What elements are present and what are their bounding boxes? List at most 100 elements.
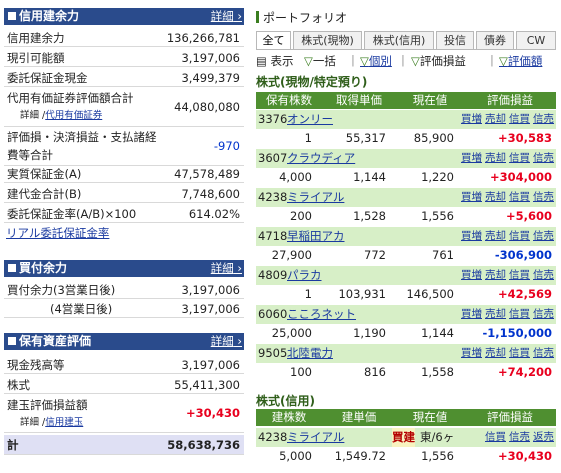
tab-cw[interactable]: CW	[516, 31, 556, 50]
margin-sell-link[interactable]: 信売	[533, 308, 554, 320]
stock-name-link[interactable]: こころネット	[287, 307, 356, 321]
margin-sell-link[interactable]: 信売	[533, 347, 554, 359]
sell-link[interactable]: 売却	[485, 230, 506, 242]
stock-name-link[interactable]: 北陸電力	[287, 346, 333, 360]
tab-all[interactable]: 全て	[256, 31, 291, 50]
margin-positions-link[interactable]: 信用建玉	[45, 417, 84, 428]
margin-capacity-title: 信用建余力	[19, 9, 80, 23]
stock-name-link[interactable]: ミライアル	[287, 430, 345, 444]
buy-more-link[interactable]: 買増	[461, 347, 482, 359]
detail-prefix: 詳細 /	[20, 110, 46, 121]
shares-value: 1	[304, 287, 312, 301]
amount-link[interactable]: ▽評価額	[499, 54, 543, 68]
stock-name-link[interactable]: ミライアル	[287, 190, 345, 204]
margin-sell-link[interactable]: 信売	[533, 230, 554, 242]
sell-link[interactable]: 売却	[485, 113, 506, 125]
margin-buy-link[interactable]: 信買	[509, 230, 530, 242]
tab-margin-stock[interactable]: 株式(信用)	[364, 31, 434, 50]
sell-link[interactable]: 売却	[485, 191, 506, 203]
eval-toggle[interactable]: ▽評価損益	[411, 53, 466, 69]
tab-cash-stock[interactable]: 株式(現物)	[293, 31, 362, 50]
margin-detail-link[interactable]: 詳細 ›	[210, 9, 242, 23]
close-position-link[interactable]: 返売	[533, 431, 554, 443]
buy-more-link[interactable]: 買増	[461, 269, 482, 281]
margin-buy-link[interactable]: 信買	[509, 347, 530, 359]
margin-row-head: 4238 ミライアル 買建 東/6ヶ 信買 信売 返売	[256, 428, 556, 447]
col-cost: 建単価	[341, 410, 377, 424]
stock-code: 4718	[258, 229, 288, 243]
buy-more-link[interactable]: 買増	[461, 230, 482, 242]
buy-more-link[interactable]: 買増	[461, 191, 482, 203]
shares-value: 200	[290, 209, 312, 223]
margin-sell-link[interactable]: 信売	[533, 113, 554, 125]
sell-link[interactable]: 売却	[485, 347, 506, 359]
shares-value: 100	[290, 365, 312, 379]
section-bar-icon	[256, 11, 259, 23]
col-price: 現在値	[412, 93, 448, 107]
price-value: 1,144	[421, 326, 454, 340]
sell-link[interactable]: 売却	[485, 152, 506, 164]
holding-row-head: 4238 ミライアル 買増 売却 信買 信売	[256, 188, 556, 207]
stock-code: 3607	[258, 151, 288, 165]
col-pl: 評価損益	[487, 93, 533, 107]
buying-power-detail-link[interactable]: 詳細 ›	[210, 261, 242, 275]
cost-value: 103,931	[338, 287, 386, 301]
price-value: 146,500	[406, 287, 454, 301]
margin-sell-link[interactable]: 信売	[533, 191, 554, 203]
row-value: +30,430	[185, 406, 240, 420]
margin-buy-link[interactable]: 信買	[509, 113, 530, 125]
individual-link[interactable]: ▽個別	[360, 54, 392, 68]
bulk-toggle[interactable]: ▽一括	[304, 53, 336, 69]
holding-row-values: 27,900 772 761 -306,900	[256, 246, 556, 265]
stock-name-link[interactable]: パラカ	[287, 268, 322, 282]
col-shares: 建株数	[271, 410, 307, 424]
sell-link[interactable]: 売却	[485, 269, 506, 281]
row-label: 建玉評価損益額	[7, 398, 88, 412]
market-term: 東/6ヶ	[420, 430, 455, 444]
asset-row: 株式 55,411,300	[4, 376, 244, 394]
buy-more-link[interactable]: 買増	[461, 113, 482, 125]
asset-row: 建玉評価損益額 +30,430 詳細 /信用建玉	[4, 396, 244, 433]
tab-funds[interactable]: 投信	[436, 31, 474, 50]
margin-capacity-header: 信用建余力 詳細 ›	[4, 8, 244, 25]
row-label: 代用有価証券評価額合計	[7, 91, 134, 105]
margin-sell-link[interactable]: 信売	[533, 269, 554, 281]
margin-sell-link[interactable]: 信売	[533, 152, 554, 164]
asset-total-row: 計 58,638,736	[4, 435, 244, 455]
buy-more-link[interactable]: 買増	[461, 308, 482, 320]
asset-row: 現金残高等 3,197,006	[4, 356, 244, 374]
margin-buy-link[interactable]: 信買	[509, 269, 530, 281]
row-value: 3,197,006	[181, 302, 240, 316]
asset-valuation-header: 保有資産評価 詳細 ›	[4, 333, 244, 350]
holding-row-head: 3376 オンリー 買増 売却 信買 信売	[256, 110, 556, 129]
row-label: 実質保証金(A)	[7, 167, 82, 181]
sell-link[interactable]: 売却	[485, 308, 506, 320]
asset-detail-link[interactable]: 詳細 ›	[210, 334, 242, 348]
stock-name-link[interactable]: 早稲田アカ	[287, 229, 345, 243]
margin-buy-link[interactable]: 信買	[509, 308, 530, 320]
margin-buy-link[interactable]: 信買	[485, 431, 506, 443]
holding-actions: 買増 売却 信買 信売	[458, 188, 554, 207]
stock-name-link[interactable]: オンリー	[287, 112, 333, 126]
shares-value: 1	[304, 131, 312, 145]
cost-value: 1,144	[353, 170, 386, 184]
margin-row: 信用建余力 136,266,781	[4, 29, 244, 47]
margin-sell-link[interactable]: 信売	[509, 431, 530, 443]
tab-underline	[256, 49, 556, 50]
real-margin-ratio-link[interactable]: リアル委託保証金率	[6, 226, 110, 240]
collateral-securities-link[interactable]: 代用有価証券	[45, 110, 103, 121]
margin-row: 委託保証金現金 3,499,379	[4, 69, 244, 87]
buy-more-link[interactable]: 買増	[461, 152, 482, 164]
cost-value: 1,528	[353, 209, 386, 223]
margin-buy-link[interactable]: 信買	[509, 191, 530, 203]
tab-bonds[interactable]: 債券	[476, 31, 514, 50]
holding-actions: 買増 売却 信買 信売	[458, 344, 554, 363]
margin-buy-link[interactable]: 信買	[509, 152, 530, 164]
holding-actions: 買増 売却 信買 信売	[458, 110, 554, 129]
buying-power-title: 買付余力	[19, 261, 68, 275]
pl-value: -306,900	[494, 248, 552, 262]
holding-actions: 買増 売却 信買 信売	[458, 227, 554, 246]
margin-row: 現引可能額 3,197,006	[4, 49, 244, 67]
stock-name-link[interactable]: クラウディア	[287, 151, 356, 165]
holding-actions: 買増 売却 信買 信売	[458, 149, 554, 168]
